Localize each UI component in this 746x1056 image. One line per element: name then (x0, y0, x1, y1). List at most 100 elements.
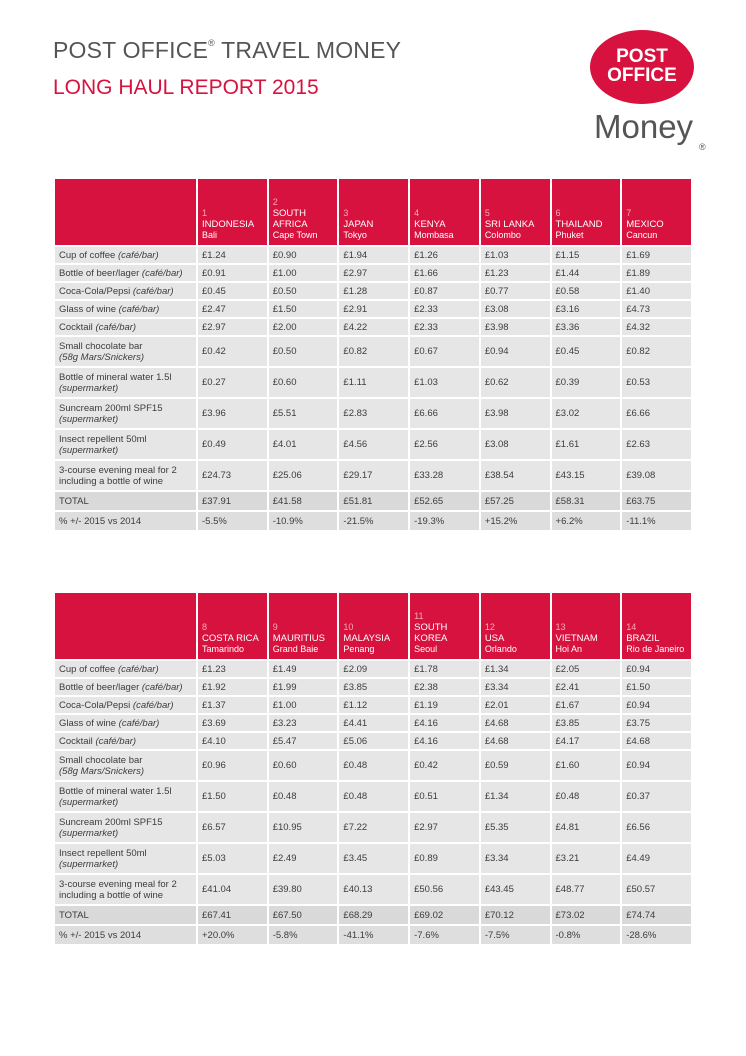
row-label: Coca-Cola/Pepsi (café/bar) (53, 695, 198, 715)
item-name: Bottle of beer/lager (59, 267, 142, 279)
price-cell: £0.89 (408, 842, 481, 875)
price-cell: £37.91 (196, 490, 269, 512)
item-note: (supermarket) (59, 827, 119, 839)
price-cell: -19.3% (408, 510, 481, 532)
price-cell: £0.94 (620, 695, 693, 715)
price-cell: £0.51 (408, 780, 481, 813)
rank-number: 4 (414, 208, 420, 218)
item-name: % +/- 2015 vs 2014 (59, 515, 142, 527)
price-cell: £1.12 (337, 695, 411, 715)
price-cell: £3.98 (478, 317, 552, 337)
table-row: 3-course evening meal for 2 including a … (53, 459, 693, 492)
price-cell: £2.41 (549, 677, 623, 697)
price-cell: £3.69 (196, 713, 269, 733)
row-label: Bottle of beer/lager (café/bar) (53, 677, 198, 697)
city-name: Bali (202, 230, 218, 240)
country-name: INDONESIA (202, 219, 255, 230)
price-cell: £0.48 (337, 749, 411, 782)
price-cell: £58.31 (549, 490, 623, 512)
price-cell: £2.56 (408, 428, 481, 461)
report-title: POST OFFICE® TRAVEL MONEY (53, 37, 401, 64)
change-row: % +/- 2015 vs 2014 -5.5% -10.9% -21.5% -19.3… (53, 510, 693, 532)
item-note: (supermarket) (59, 382, 119, 394)
price-cell: £4.56 (337, 428, 411, 461)
item-note: (supermarket) (59, 444, 119, 456)
table-row: Insect repellent 50ml (supermarket) £5.03 £… (53, 842, 693, 875)
item-note: (café/bar) (141, 681, 183, 693)
price-cell: £1.78 (408, 659, 481, 679)
price-cell: £1.44 (549, 263, 623, 283)
price-cell: £1.28 (337, 281, 411, 301)
price-cell: £0.49 (196, 428, 269, 461)
table-row: Suncream 200ml SPF15 (supermarket) £3.96 £5… (53, 397, 693, 430)
table-row: Suncream 200ml SPF15 (supermarket) £6.57 £1… (53, 811, 693, 844)
row-label: Cup of coffee (café/bar) (53, 659, 198, 679)
row-label: % +/- 2015 vs 2014 (53, 510, 198, 532)
price-cell: £39.08 (620, 459, 693, 492)
logo-line2: OFFICE (607, 65, 677, 86)
price-cell: £3.98 (478, 397, 552, 430)
row-label: Glass of wine (café/bar) (53, 713, 198, 733)
price-cell: £5.03 (196, 842, 269, 875)
country-name: JAPAN (343, 219, 374, 230)
price-cell: £0.58 (549, 281, 623, 301)
price-cell: £3.02 (549, 397, 623, 430)
price-cell: £25.06 (266, 459, 340, 492)
row-label: 3-course evening meal for 2 including a … (53, 873, 198, 906)
city-name: Colombo (484, 230, 521, 240)
price-cell: £43.15 (549, 459, 623, 492)
price-cell: £41.58 (266, 490, 340, 512)
total-row: TOTAL £37.91 £41.58 £51.81 £52.65 £57.25 £58.3… (53, 490, 693, 512)
price-cell: £0.60 (266, 749, 340, 782)
logo-money: Money (594, 108, 694, 145)
rank-number: 1 (202, 208, 208, 218)
price-cell: £0.94 (478, 335, 552, 368)
price-cell: £10.95 (266, 811, 340, 844)
table-row: Cup of coffee (café/bar) £1.24 £0.90 £1.94 £… (53, 245, 693, 265)
row-label: Suncream 200ml SPF15 (supermarket) (53, 397, 198, 430)
price-cell: £1.34 (478, 659, 552, 679)
item-name: Glass of wine (59, 303, 119, 315)
price-cell: £3.08 (478, 428, 552, 461)
price-cell: -5.5% (196, 510, 269, 532)
price-cell: £0.77 (478, 281, 552, 301)
price-cell: £1.24 (196, 245, 269, 265)
country-header: 4 KENYA Mombasa (408, 177, 481, 247)
price-cell: £4.68 (620, 731, 693, 751)
table-row: Insect repellent 50ml (supermarket) £0.49 £… (53, 428, 693, 461)
price-cell: £0.82 (337, 335, 411, 368)
price-cell: £1.11 (337, 366, 411, 399)
price-table-1: 1 INDONESIA Bali 2 SOUTH AFRICA Cape Town 3 JAP… (53, 177, 693, 532)
price-cell: £2.33 (408, 317, 481, 337)
registered-mark: ® (208, 38, 215, 48)
price-cell: £1.61 (549, 428, 623, 461)
price-cell: £52.65 (408, 490, 481, 512)
price-cell: £4.32 (620, 317, 693, 337)
price-cell: £70.12 (478, 904, 552, 926)
price-cell: £0.67 (408, 335, 481, 368)
city-name: Mombasa (414, 230, 454, 240)
price-cell: £0.50 (266, 281, 340, 301)
city-name: Rio de Janeiro (626, 644, 685, 654)
item-note: (supermarket) (59, 413, 119, 425)
table-row: Glass of wine (café/bar) £3.69 £3.23 £4.41 £… (53, 713, 693, 733)
price-cell: £1.49 (266, 659, 340, 679)
country-header: 9 MAURITIUS Grand Baie (266, 591, 340, 661)
row-label: Bottle of beer/lager (café/bar) (53, 263, 198, 283)
price-cell: £0.39 (549, 366, 623, 399)
price-cell: £67.41 (196, 904, 269, 926)
price-cell: £73.02 (549, 904, 623, 926)
country-name: USA (484, 633, 505, 644)
price-cell: +6.2% (549, 510, 623, 532)
price-cell: £33.28 (408, 459, 481, 492)
header-row: 1 INDONESIA Bali 2 SOUTH AFRICA Cape Town 3 JAP… (53, 177, 693, 247)
price-cell: £3.34 (478, 677, 552, 697)
rank-number: 3 (343, 208, 349, 218)
price-cell: £0.62 (478, 366, 552, 399)
price-cell: +20.0% (196, 924, 269, 946)
title-product: TRAVEL MONEY (214, 37, 402, 63)
row-label: Coca-Cola/Pepsi (café/bar) (53, 281, 198, 301)
price-cell: £0.45 (196, 281, 269, 301)
item-name: Insect repellent 50ml (59, 433, 147, 445)
price-cell: £1.60 (549, 749, 623, 782)
